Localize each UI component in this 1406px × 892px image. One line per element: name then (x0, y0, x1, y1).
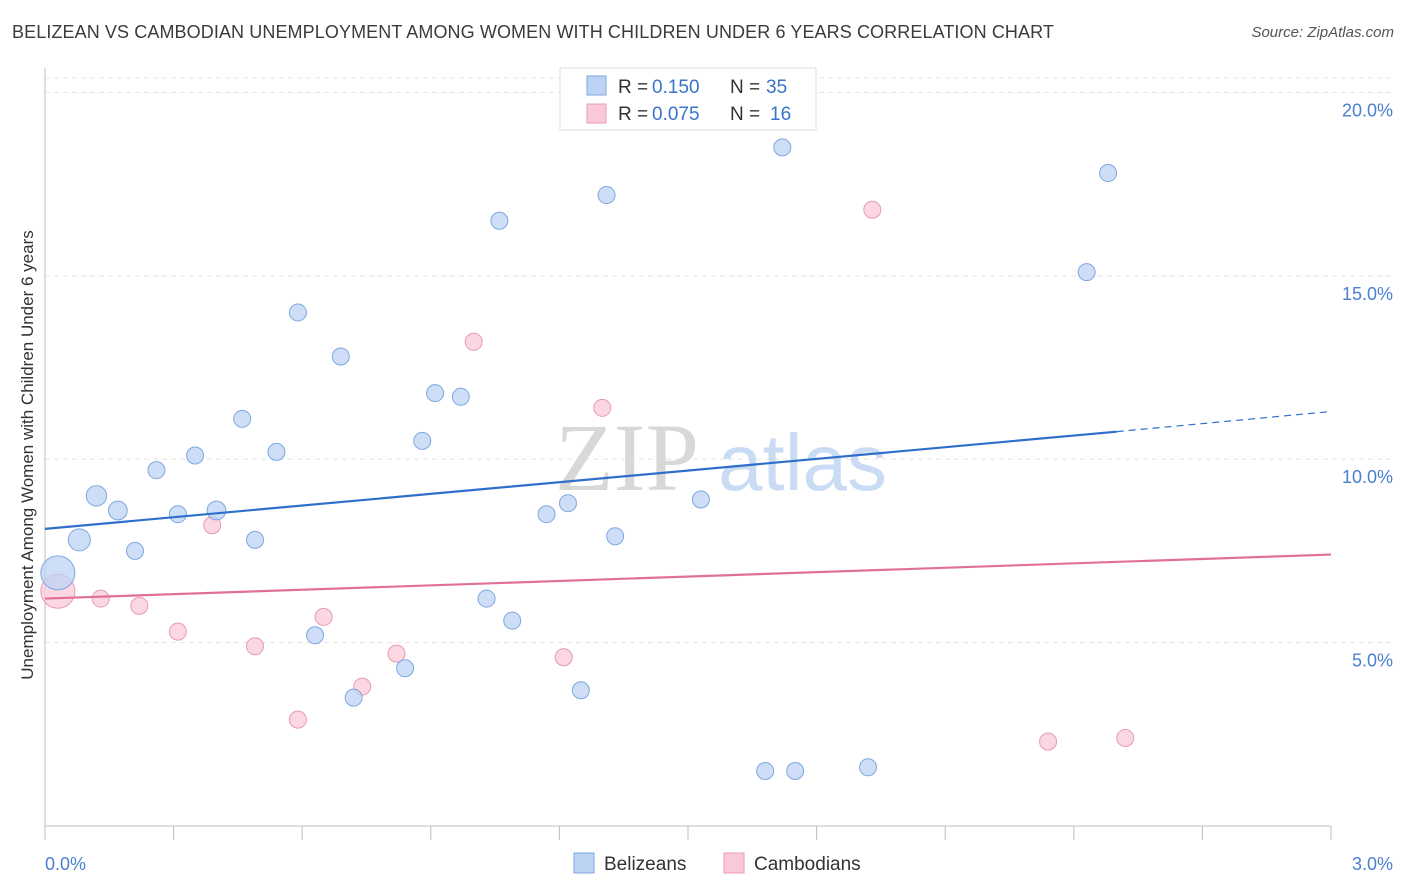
belizean-point-33 (1077, 263, 1096, 282)
correlation-legend: R = 0.150 N = 35 R = 0.075 N = 16 (559, 67, 817, 131)
y-tick-label-1: 10.0% (1342, 467, 1393, 487)
belizean-point-22 (503, 611, 522, 630)
belizean-point-32 (859, 758, 878, 777)
cambodian-point-1 (91, 589, 110, 608)
belizean-point-25 (571, 681, 590, 700)
belizean-point-12 (288, 303, 307, 322)
watermark-zip: ZIP (555, 404, 699, 511)
legend-n-label-2: N = (730, 104, 760, 125)
belizean-point-1 (67, 528, 91, 552)
y-tick-label-3: 20.0% (1342, 100, 1393, 120)
belizean-point-3 (108, 500, 128, 521)
cambodian-point-5 (246, 637, 265, 656)
belizean-point-23 (537, 505, 556, 524)
cambodian-point-3 (168, 622, 187, 641)
cambodian-point-7 (314, 607, 333, 626)
belizean-point-27 (606, 527, 625, 546)
belizean-point-15 (344, 688, 363, 707)
belizean-point-6 (168, 505, 187, 524)
belizean-point-5 (147, 461, 166, 480)
y-tick-label-2: 15.0% (1342, 284, 1393, 304)
belizean-point-19 (451, 387, 470, 406)
cambodian-point-13 (863, 200, 882, 219)
belizean-point-8 (206, 500, 227, 521)
trend-lines (44, 410, 1332, 600)
chart-title: BELIZEAN VS CAMBODIAN UNEMPLOYMENT AMONG… (12, 22, 1055, 42)
belizean-trend-line (44, 430, 1117, 530)
belizean-point-29 (756, 761, 775, 780)
belizean-point-11 (267, 442, 286, 461)
source-label: Source: ZipAtlas.com (1251, 24, 1394, 41)
belizean-trend-extension (1116, 410, 1332, 433)
cambodian-point-11 (554, 648, 573, 667)
watermark-atlas: atlas (718, 418, 887, 507)
legend-r-label-1: R = (618, 77, 648, 98)
belizean-point-18 (426, 384, 445, 403)
bottom-legend-cambodians: Cambodians (754, 854, 861, 875)
legend-r-value-1: 0.150 (652, 77, 700, 98)
y-tick-labels: 5.0% 10.0% 15.0% 20.0% (1342, 100, 1393, 670)
belizean-point-26 (597, 186, 616, 205)
cambodian-point-15 (1116, 728, 1135, 747)
y-tick-label-0: 5.0% (1352, 651, 1393, 671)
legend-r-value-2: 0.075 (652, 104, 700, 125)
cambodian-point-2 (130, 596, 149, 615)
cambodian-trend-line (44, 553, 1332, 600)
belizean-point-28 (691, 490, 710, 509)
belizean-point-30 (773, 138, 792, 157)
belizean-point-16 (396, 659, 415, 678)
bottom-swatch-belizeans (573, 852, 595, 874)
belizean-points (40, 138, 1118, 780)
legend-r-label-2: R = (618, 104, 648, 125)
belizean-point-21 (490, 211, 509, 230)
bottom-swatch-cambodians (723, 852, 745, 874)
legend-swatch-belizeans (586, 75, 607, 96)
legend-n-label-1: N = (730, 77, 760, 98)
cambodian-point-12 (593, 398, 612, 417)
belizean-point-34 (1099, 164, 1118, 183)
series-legend: Belizeans Cambodians (573, 852, 861, 875)
grid-lines (45, 77, 1395, 644)
belizean-point-14 (331, 347, 350, 366)
cambodian-point-9 (387, 644, 406, 663)
belizean-point-24 (558, 494, 577, 513)
belizean-point-10 (246, 530, 265, 549)
belizean-point-9 (233, 409, 252, 428)
cambodian-point-6 (288, 710, 307, 729)
x-tick-label-1: 3.0% (1352, 854, 1393, 874)
bottom-legend-belizeans: Belizeans (604, 854, 686, 875)
belizean-point-31 (786, 761, 805, 780)
cambodian-point-14 (1039, 732, 1058, 751)
belizean-point-2 (85, 485, 108, 507)
x-tick-labels: 0.0% 3.0% (45, 854, 1393, 874)
belizean-point-7 (186, 446, 205, 465)
axes (44, 68, 1332, 840)
belizean-point-17 (413, 431, 432, 450)
legend-swatch-cambodians (586, 103, 607, 124)
legend-n-value-1: 35 (766, 77, 787, 98)
belizean-point-13 (306, 626, 325, 645)
x-tick-label-0: 0.0% (45, 854, 86, 874)
legend-n-value-2: 16 (770, 104, 791, 125)
y-axis-label: Unemployment Among Women with Children U… (18, 230, 37, 679)
belizean-point-4 (126, 541, 145, 560)
belizean-point-20 (477, 589, 496, 608)
cambodian-point-10 (464, 332, 483, 351)
belizean-point-0 (40, 555, 76, 591)
